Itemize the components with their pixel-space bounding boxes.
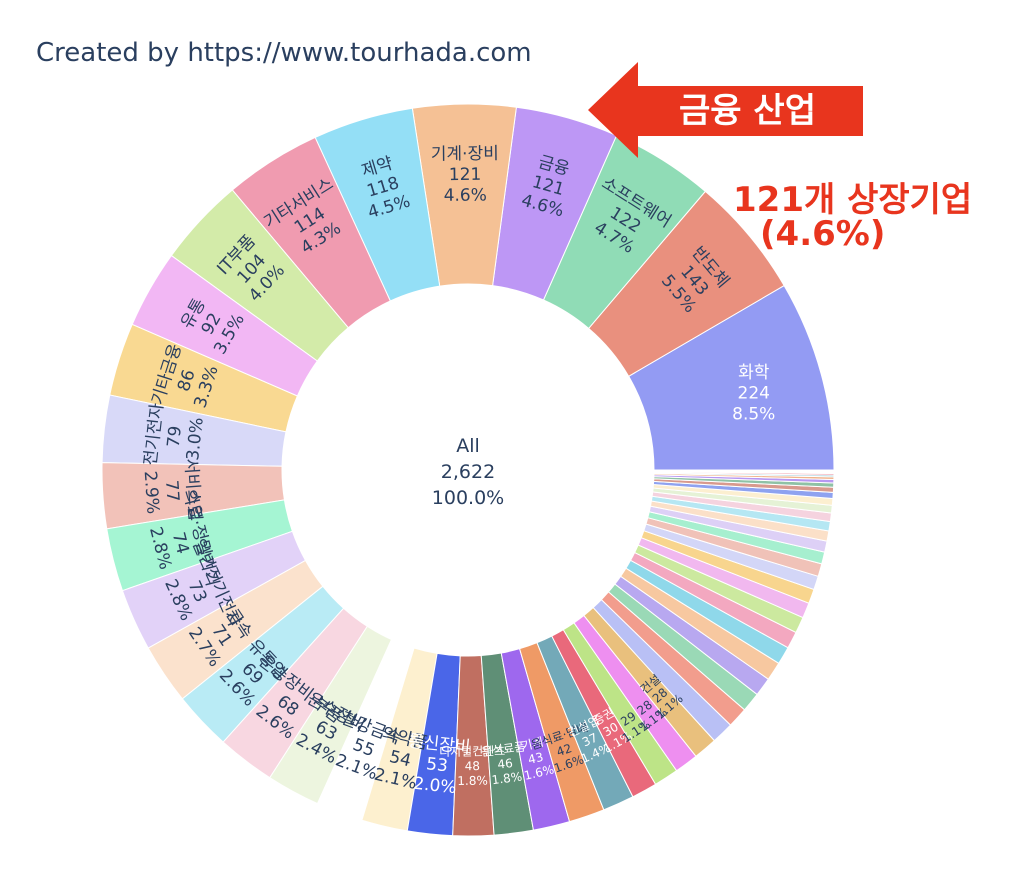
sunburst-slice-label-percent: 1.8% xyxy=(457,774,488,788)
sunburst-slice-label-value: 224 xyxy=(738,384,770,404)
sunburst-slice-label-value: 30 xyxy=(601,720,621,740)
sunburst-slice-label-percent: 4.6% xyxy=(444,185,487,205)
sunburst-slice-label-name: 기계 xyxy=(520,735,545,754)
center-label-name: All xyxy=(456,435,480,457)
sunburst-slice-label-percent: 2.0% xyxy=(412,774,457,798)
sunburst-slice-label-percent: 3.0% xyxy=(183,416,208,461)
sunburst-center-label: All 2,622 100.0% xyxy=(432,435,504,509)
sunburst-slice-label-value: 53 xyxy=(425,754,449,776)
sunburst-slice-label-name: 화학 xyxy=(738,363,770,383)
center-label-value: 2,622 xyxy=(441,461,495,483)
sunburst-slices xyxy=(101,103,835,837)
callout-arrow xyxy=(588,62,863,158)
sunburst-slice-label-name: 서비스업 xyxy=(180,458,204,522)
sunburst-slice-label-value: 79 xyxy=(164,425,186,449)
sunburst-slice-label-value: 121 xyxy=(449,165,482,185)
sunburst-slice-label-value: 77 xyxy=(161,479,182,502)
sunburst-slice-label-value: 29 xyxy=(618,709,638,729)
sunburst-slice-label-percent: 8.5% xyxy=(732,404,775,424)
sunburst-slice-label-value: 43 xyxy=(527,750,545,767)
sunburst-slice-label-value: 46 xyxy=(497,756,514,772)
sunburst-slice-label-value: 54 xyxy=(387,747,413,771)
sunburst-slice-label-value: 37 xyxy=(580,730,600,749)
center-label-percent: 100.0% xyxy=(432,487,504,509)
chart-credit: Created by https://www.tourhada.com xyxy=(36,38,532,68)
callout-banner-label: 금융 산업 xyxy=(679,91,816,131)
sunburst-slice-label-name: 기계·장비 xyxy=(431,144,499,165)
sunburst-slice-label-name: 디지털컨텐츠 xyxy=(439,744,505,759)
sunburst-slice-label-value: 48 xyxy=(465,759,480,773)
callout-arrow-shape xyxy=(588,62,863,158)
sunburst-slice-label-name: 음식료품 xyxy=(480,740,526,759)
sunburst-slice-label-percent: 1.8% xyxy=(491,770,523,788)
callout-percent-label: (4.6%) xyxy=(760,214,886,254)
callout-count-label: 121개 상장기업 xyxy=(733,180,973,220)
sunburst-slice[interactable] xyxy=(653,469,835,472)
sunburst-slice-label-percent: 2.9% xyxy=(140,470,163,515)
sunburst-slice-label-value: 42 xyxy=(555,741,574,759)
sunburst-slice-label-percent: 1.6% xyxy=(523,762,556,783)
